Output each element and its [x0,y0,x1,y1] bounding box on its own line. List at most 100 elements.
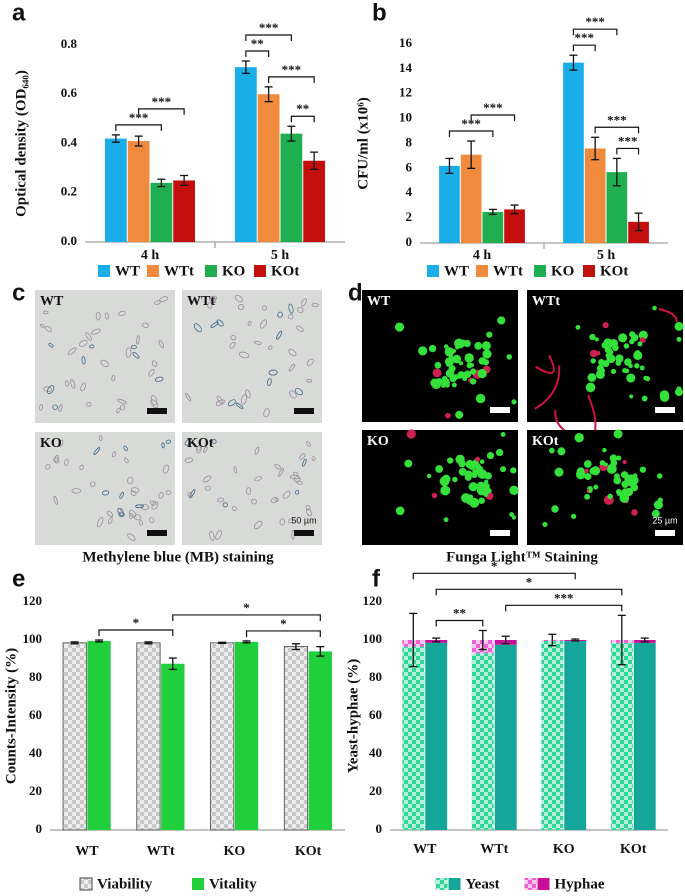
error-bar [134,135,143,147]
error-bar [612,157,621,187]
scale-bar [490,407,510,413]
y-tick-label: 0.0 [61,233,77,248]
y-tick-label: 80 [369,669,382,684]
bar [127,141,150,242]
scale-bar [655,407,675,413]
significance-bracket [245,630,321,637]
bar [235,67,257,242]
y-tick-label: 120 [363,593,383,608]
significance-label: ** [251,36,264,51]
panel-letter: b [372,0,387,26]
y-tick-label: 80 [29,669,42,684]
significance-label: * [243,600,250,615]
y-tick-label: 12 [399,85,412,100]
y-tick-label: 0.4 [61,134,78,149]
significance-bracket [245,34,292,42]
significance-bracket [115,124,162,131]
legend-swatch [583,265,595,277]
bar [173,180,195,242]
error-bar [634,212,643,232]
error-bar [640,637,649,643]
significance-bracket [245,50,270,58]
error-bar [95,639,104,643]
y-tick-label: 2 [406,209,413,224]
bar [628,221,649,243]
significance-bracket [594,126,640,134]
micrograph [35,432,175,545]
y-tick-label: 120 [23,593,43,608]
error-bar [569,54,578,71]
bar [504,209,525,243]
error-bar [488,208,497,216]
significance-label: *** [618,133,638,148]
scale-bar [294,530,314,536]
micrograph [527,290,684,440]
significance-label: ** [296,101,309,116]
y-tick-label: 14 [399,60,413,75]
x-category-label: KOt [620,842,647,857]
x-category-label: KO [553,842,575,857]
y-tick-label: 0 [376,821,383,836]
y-axis-label: CFU/ml (x10⁶) [355,97,371,189]
bar [161,663,185,830]
x-category-label: 5 h [597,248,616,263]
legend-label: WTt [493,263,523,279]
y-tick-label: 6 [406,159,413,174]
y-tick-label: 20 [29,783,42,798]
scale-label: 50 µm [291,515,316,525]
error-bar [571,638,580,642]
legend-label: WT [444,263,469,279]
x-category-label: WT [75,844,99,859]
bar [136,642,161,831]
significance-bracket [412,572,576,580]
significance-bracket [435,588,623,596]
significance-bracket [505,604,623,612]
bar [105,138,127,242]
scale-bar [655,530,675,536]
legend-swatch [205,265,217,277]
bar [460,154,482,243]
bar [564,640,587,830]
bar [210,642,235,831]
legend-label: Hyphae [555,876,605,892]
scale-bar [294,408,314,414]
bar [541,640,564,830]
x-category-label: 4 h [473,248,492,263]
error-bar [591,136,600,161]
tile-label: WTt [532,294,560,309]
y-tick-label: 0 [36,821,43,836]
micrograph [35,290,175,423]
tile-label: KO [40,436,62,451]
bar [633,642,656,830]
significance-label: * [491,558,498,573]
bar [584,148,606,243]
error-bar [510,204,519,215]
error-bar [478,629,487,651]
panel-caption: Funga Light™ Staining [446,549,598,565]
significance-label: *** [129,110,149,125]
error-bar [264,86,273,103]
significance-bracket [172,614,321,621]
legend-swatch [537,878,550,890]
bar [87,640,111,830]
error-bar [180,174,189,187]
panel-letter: f [372,565,381,592]
significance-label: *** [554,590,574,605]
micrograph [362,290,518,422]
bar [471,653,494,830]
y-tick-label: 20 [369,783,382,798]
legend-label: KOt [600,263,628,279]
bar [280,133,303,242]
x-category-label: 5 h [271,248,290,263]
micrograph [182,290,322,423]
y-tick-label: 0.8 [61,36,78,51]
bar [150,182,173,242]
error-bar [111,134,120,143]
legend-label: Viability [97,876,153,892]
bar [482,211,504,243]
error-bar [409,612,418,668]
bar [257,94,280,242]
bar [610,642,633,830]
significance-bracket [572,44,596,52]
